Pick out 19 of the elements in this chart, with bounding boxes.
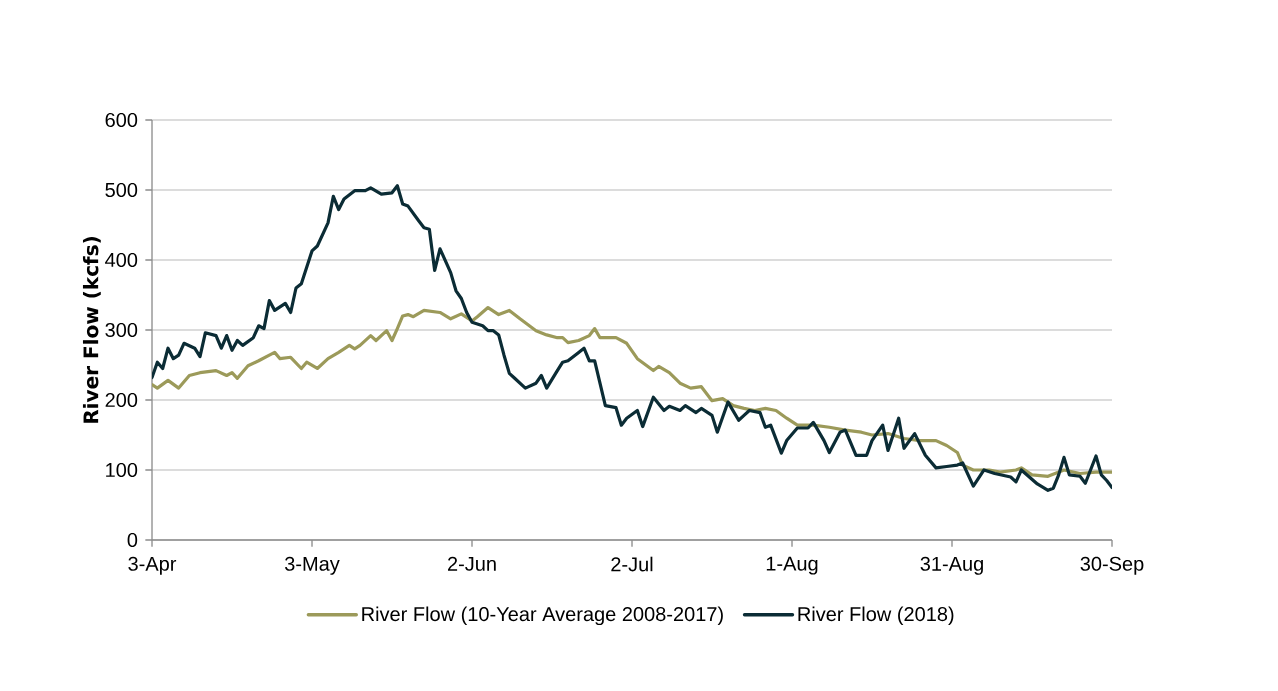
line-series	[152, 305, 1113, 478]
y-tick-label: 0	[127, 532, 138, 548]
x-tick-label: 2-Jun	[448, 556, 496, 571]
y-axis-title: River Flow (kcfs)	[82, 237, 101, 423]
x-tick-label: 31-Aug	[920, 556, 983, 575]
y-tick-label: 100	[106, 462, 138, 478]
x-tick-label: 3-Apr	[128, 556, 177, 575]
legend-label: River Flow (10-Year Average 2008-2017)	[362, 606, 723, 626]
x-tick-label: 3-May	[284, 556, 340, 575]
y-tick-label: 400	[105, 252, 138, 268]
x-tick-label: 2-Jul	[611, 556, 653, 572]
x-tick-label: 1-Aug	[766, 556, 818, 575]
y-tick-label: 200	[105, 392, 138, 408]
line-series	[152, 184, 1113, 492]
y-tick-label: 600	[105, 112, 138, 128]
legend-label: River Flow (2018)	[798, 606, 954, 626]
y-tick-label: 500	[105, 182, 138, 198]
x-tick-label: 30-Sep	[1080, 556, 1144, 575]
y-tick-label: 300	[105, 322, 138, 338]
